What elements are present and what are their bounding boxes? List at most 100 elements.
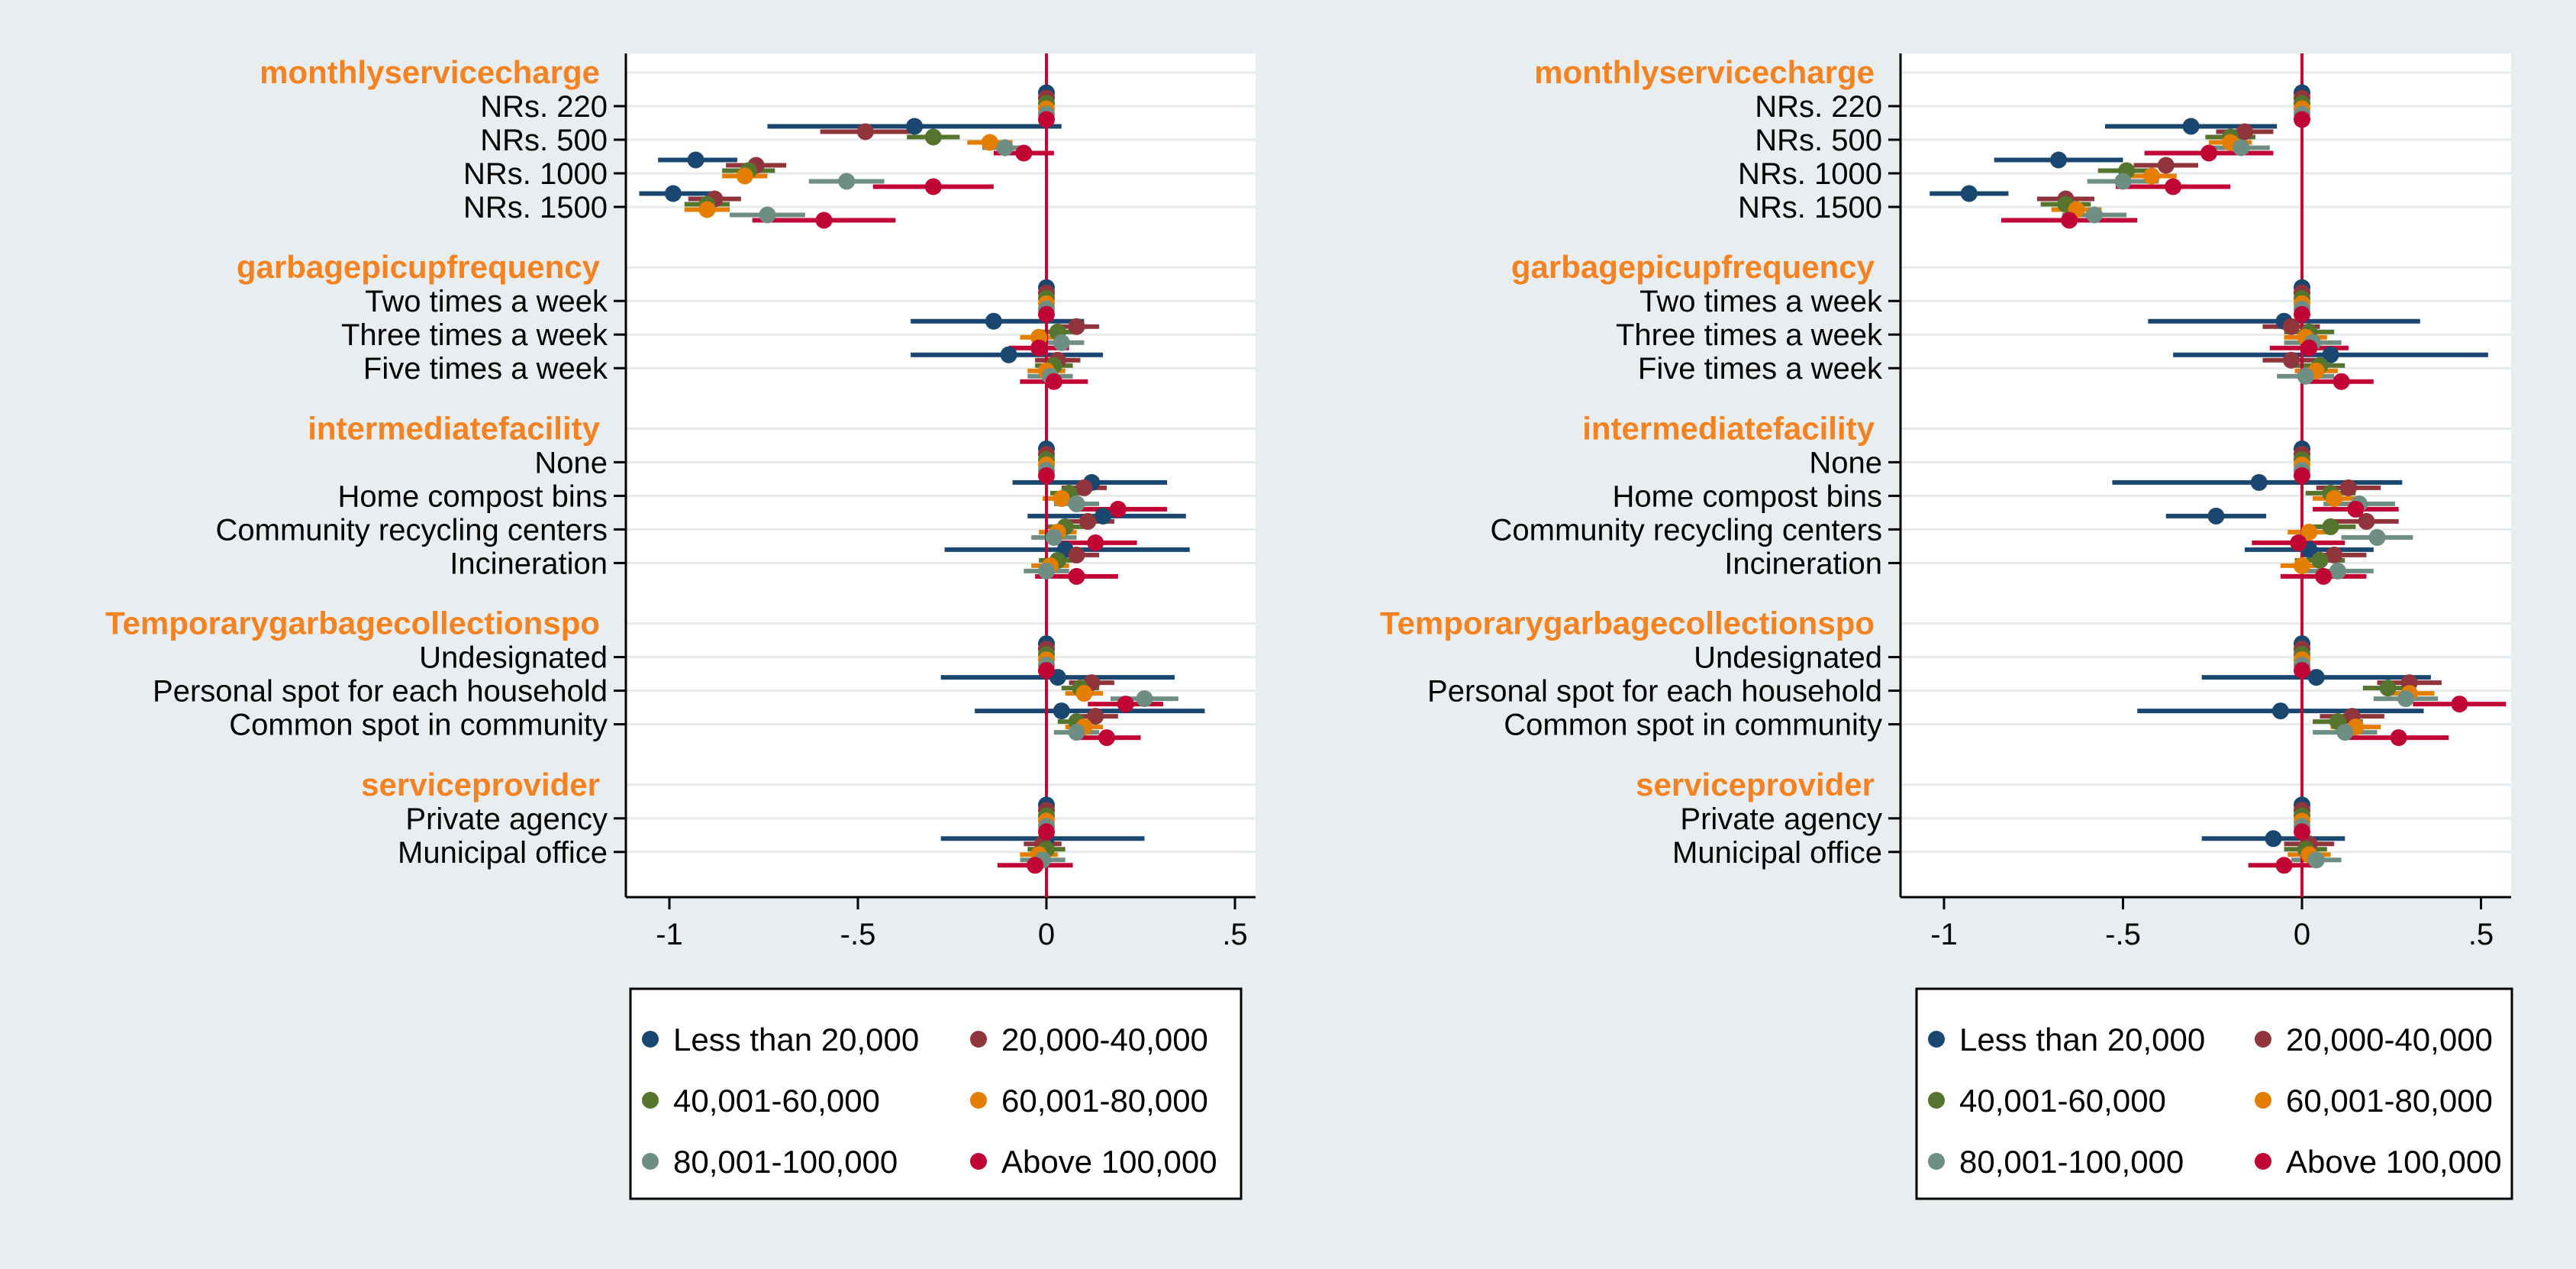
left-point <box>1087 708 1104 725</box>
left-x-tick-label: .5 <box>1222 918 1247 951</box>
left-legend-label: 20,000-40,000 <box>1001 1022 1208 1058</box>
right-x-tick-label: -.5 <box>2105 918 2141 951</box>
right-point <box>2397 690 2415 708</box>
left-legend-marker <box>642 1031 659 1048</box>
right-point <box>2050 151 2068 169</box>
left-point <box>1068 495 1085 512</box>
right-point <box>2236 123 2253 140</box>
left-point <box>664 185 682 202</box>
left-legend-label: Above 100,000 <box>1001 1144 1217 1180</box>
left-category-label: Incineration <box>450 547 608 580</box>
left-point <box>838 173 856 190</box>
right-legend-marker <box>2255 1092 2271 1109</box>
left-category-label: NRs. 220 <box>480 90 608 124</box>
right-point <box>2451 696 2468 713</box>
right-x-tick-label: 0 <box>2294 918 2310 951</box>
right-category-label: Three times a week <box>1616 318 1883 352</box>
right-group-label: monthlyservicecharge <box>1534 54 1875 90</box>
right-category-label: Five times a week <box>1638 352 1883 386</box>
left-point <box>687 151 704 169</box>
right-point <box>2157 157 2175 174</box>
right-point <box>2300 523 2318 541</box>
right-point <box>2297 367 2314 385</box>
left-point <box>981 134 998 151</box>
left-point <box>1000 346 1017 363</box>
left-point <box>924 178 942 195</box>
right-point <box>2165 178 2182 195</box>
left-category-label: Five times a week <box>363 352 608 386</box>
right-point <box>2282 351 2300 369</box>
left-legend-box <box>629 987 1243 1200</box>
right-point <box>2061 212 2078 229</box>
left-category-label: Undesignated <box>419 641 608 675</box>
left-legend-marker <box>642 1153 659 1170</box>
right-x-tick-label: .5 <box>2468 918 2494 951</box>
right-point <box>2250 473 2268 491</box>
left-point <box>985 312 1002 330</box>
right-legend-label: 60,001-80,000 <box>2286 1083 2493 1119</box>
right-point <box>2336 724 2354 741</box>
right-point <box>1960 185 1978 202</box>
right-point <box>2182 118 2200 135</box>
left-category-label: Common spot in community <box>229 709 608 742</box>
left-point <box>1087 534 1104 551</box>
left-point <box>1109 500 1127 518</box>
left-point <box>1038 305 1055 323</box>
left-point <box>736 167 753 185</box>
left-category-label: Three times a week <box>341 318 608 352</box>
right-category-label: Two times a week <box>1639 285 1883 318</box>
right-point <box>2322 518 2339 535</box>
right-point <box>2333 373 2350 390</box>
right-point <box>2329 562 2346 580</box>
right-legend-label: Above 100,000 <box>2286 1144 2502 1180</box>
left-point <box>1068 724 1085 741</box>
right-category-label: Personal spot for each household <box>1427 675 1882 709</box>
right-point <box>2294 662 2310 680</box>
left-x-tick-label: -1 <box>656 918 683 951</box>
right-group-label: Temporarygarbagecollectionspo <box>1380 605 1875 641</box>
right-point <box>2315 567 2333 585</box>
right-point <box>2294 467 2310 484</box>
left-plot-area <box>626 53 1256 897</box>
left-category-label: Two times a week <box>365 285 608 318</box>
left-point <box>1079 512 1097 530</box>
right-x-tick-label: -1 <box>1930 918 1958 951</box>
left-legend-label: 60,001-80,000 <box>1001 1083 1208 1119</box>
right-legend-box <box>1915 987 2513 1200</box>
right-point <box>2379 680 2397 697</box>
right-group-label: garbagepicupfrequency <box>1511 249 1875 285</box>
left-category-label: NRs. 500 <box>480 124 608 157</box>
right-legend-marker <box>1928 1092 1945 1109</box>
right-point <box>2307 851 2325 869</box>
left-legend-marker <box>970 1092 987 1109</box>
right-point <box>2322 346 2339 363</box>
left-category-label: Personal spot for each household <box>153 675 608 709</box>
right-point <box>2143 167 2161 185</box>
left-point <box>815 212 833 229</box>
right-category-label: NRs. 1000 <box>1738 157 1882 191</box>
right-legend-label: 20,000-40,000 <box>2286 1022 2493 1058</box>
right-point <box>2282 318 2300 335</box>
left-point <box>1038 467 1055 484</box>
left-point <box>698 201 716 218</box>
left-point <box>1027 857 1044 874</box>
right-point <box>2300 339 2318 357</box>
right-point <box>2347 500 2365 518</box>
left-coefficient-plot: monthlyservicecharge garbagepicupfrequenc… <box>105 53 1256 1200</box>
right-point <box>2358 512 2375 530</box>
right-category-label: Common spot in community <box>1504 709 1882 742</box>
right-group-label: intermediatefacility <box>1582 410 1875 446</box>
right-category-label: Community recycling centers <box>1491 513 1883 547</box>
left-legend-marker <box>970 1031 987 1048</box>
left-point <box>856 123 874 140</box>
left-point <box>1068 546 1085 563</box>
left-point <box>1053 702 1070 720</box>
left-point <box>1045 373 1062 390</box>
left-category-label: Community recycling centers <box>216 513 608 547</box>
right-group-label: serviceprovider <box>1636 767 1875 802</box>
left-point <box>1015 144 1033 162</box>
right-point <box>2368 528 2386 546</box>
left-point <box>1030 339 1048 357</box>
right-point <box>2326 489 2343 507</box>
left-point <box>1075 685 1093 702</box>
